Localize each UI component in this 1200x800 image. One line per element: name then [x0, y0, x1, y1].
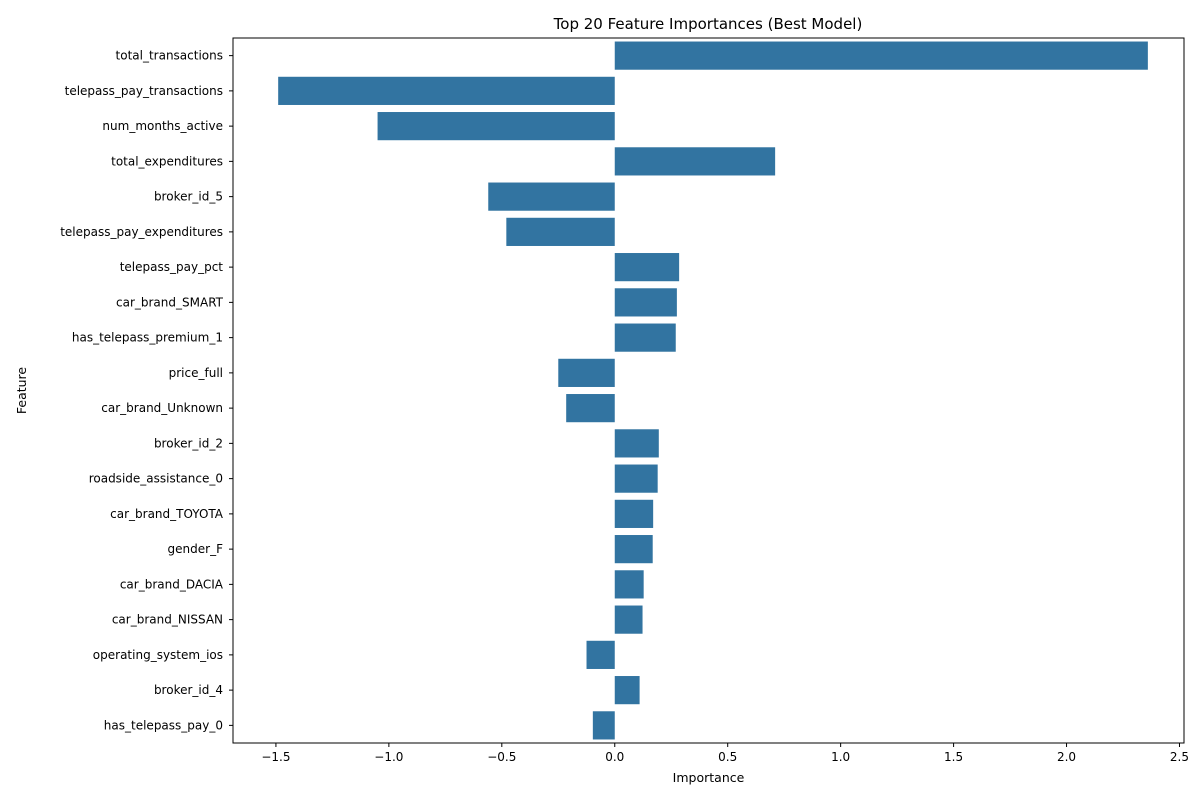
y-tick-label: car_brand_Unknown — [101, 401, 223, 415]
y-tick-label: gender_F — [168, 542, 224, 556]
y-axis-ticks: total_transactions telepass_pay_transacti… — [60, 49, 233, 732]
x-tick-label: 0.5 — [718, 750, 737, 764]
bar-broker_id_5 — [488, 182, 615, 211]
y-tick-label: car_brand_NISSAN — [112, 613, 223, 627]
bar-telepass_pay_pct — [614, 253, 680, 282]
bar-broker_id_4 — [614, 676, 640, 705]
x-tick-label: −1.5 — [261, 750, 290, 764]
chart-title: Top 20 Feature Importances (Best Model) — [553, 15, 863, 33]
bar-broker_id_2 — [614, 429, 659, 458]
bar-roadside_assistance_0 — [614, 464, 658, 493]
y-tick-label: car_brand_DACIA — [120, 577, 224, 591]
x-tick-label: −0.5 — [487, 750, 516, 764]
x-tick-label: 2.5 — [1170, 750, 1189, 764]
y-tick-label: telepass_pay_expenditures — [60, 225, 223, 239]
y-tick-label: operating_system_ios — [93, 648, 223, 662]
bar-car_brand_NISSAN — [614, 605, 643, 634]
y-tick-label: num_months_active — [102, 119, 223, 133]
x-tick-label: 1.5 — [944, 750, 963, 764]
y-tick-label: car_brand_SMART — [116, 295, 224, 309]
x-tick-label: 0.0 — [605, 750, 624, 764]
x-tick-label: 1.0 — [831, 750, 850, 764]
bar-telepass_pay_transactions — [278, 76, 615, 105]
bar-car_brand_SMART — [614, 288, 677, 317]
bar-car_brand_Unknown — [566, 394, 615, 423]
y-tick-label: broker_id_5 — [154, 190, 223, 204]
y-axis-title: Feature — [14, 367, 29, 415]
bar-has_telepass_premium_1 — [614, 323, 676, 352]
bar-telepass_pay_expenditures — [506, 217, 615, 246]
plot-frame — [232, 37, 1185, 744]
y-tick-label: broker_id_2 — [154, 436, 223, 450]
bar-price_full — [558, 358, 615, 387]
bar-gender_F — [614, 535, 653, 564]
bar-operating_system_ios — [586, 640, 615, 669]
y-tick-label: telepass_pay_pct — [120, 260, 224, 274]
bars-group — [278, 41, 1148, 740]
y-tick-label: has_telepass_premium_1 — [72, 331, 223, 345]
y-tick-label: price_full — [169, 366, 223, 380]
bar-total_expenditures — [614, 147, 776, 176]
bar-total_transactions — [614, 41, 1148, 70]
x-tick-label: 2.0 — [1057, 750, 1076, 764]
y-tick-label: has_telepass_pay_0 — [104, 718, 223, 732]
y-tick-label: telepass_pay_transactions — [65, 84, 223, 98]
y-tick-label: total_transactions — [116, 49, 223, 63]
y-tick-label: total_expenditures — [111, 154, 223, 168]
bar-car_brand_TOYOTA — [614, 499, 654, 528]
bar-car_brand_DACIA — [614, 570, 644, 599]
x-tick-label: −1.0 — [374, 750, 403, 764]
x-axis-title: Importance — [673, 770, 745, 785]
y-tick-label: roadside_assistance_0 — [89, 472, 223, 486]
bar-has_telepass_pay_0 — [592, 711, 615, 740]
y-tick-label: broker_id_4 — [154, 683, 223, 697]
y-tick-label: car_brand_TOYOTA — [110, 507, 224, 521]
x-axis-ticks: −1.5 −1.0 −0.5 0.0 0.5 1.0 1.5 2.0 2.5 — [261, 743, 1189, 764]
bar-num_months_active — [377, 112, 615, 141]
